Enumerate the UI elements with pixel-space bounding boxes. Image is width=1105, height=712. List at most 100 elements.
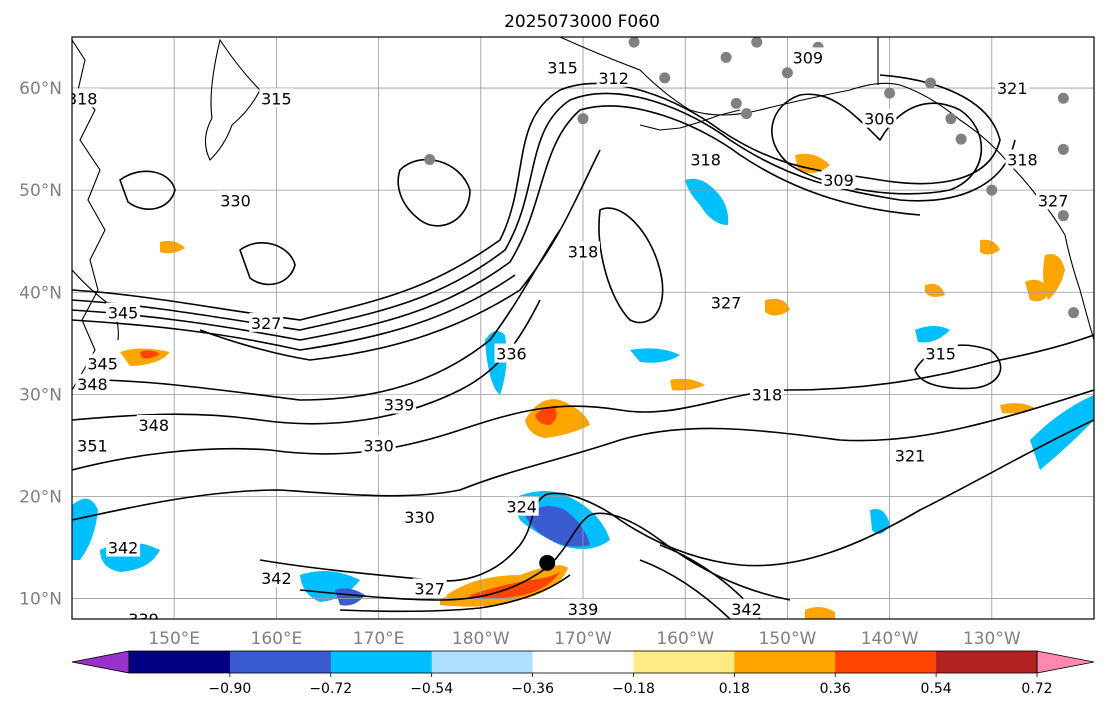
lon-label: 160°W [656, 629, 714, 649]
station-marker [628, 37, 640, 48]
contour-label: 321 [997, 79, 1028, 98]
shade-positive [765, 298, 790, 316]
lat-label: 30°N [19, 385, 62, 405]
contour-label: 327 [414, 579, 445, 598]
contour-label: 312 [598, 69, 629, 88]
contour-label-bg [136, 415, 171, 434]
contour-label-bg [995, 78, 1030, 98]
contour-label: 315 [261, 89, 292, 108]
storm-center-marker [539, 554, 556, 571]
lon-label: 170°E [353, 629, 405, 649]
station-marker [924, 77, 936, 89]
contour-label-bg [382, 394, 417, 414]
longitude-labels: 150°E 160°E 170°E 180°W 170°W 160°W 150°W 140°W… [148, 629, 1021, 649]
contour-label-bg [106, 537, 141, 557]
station-marker [1057, 92, 1069, 104]
station-marker [659, 72, 671, 84]
contour-label: 339 [384, 396, 415, 415]
contour-label: 345 [87, 355, 118, 374]
contour-label: 327 [711, 293, 742, 312]
shade-positive [795, 153, 830, 174]
colorbar-segment [936, 651, 1038, 673]
station-marker [781, 67, 793, 79]
contour-line [598, 207, 664, 324]
contour-label-bg [893, 445, 928, 465]
colorbar-segment [330, 651, 433, 673]
station-marker [1068, 307, 1080, 319]
shade-positive [925, 283, 945, 297]
colorbar-tick-label: −0.90 [208, 681, 251, 697]
colorbar-extend-high [1036, 650, 1095, 674]
contour-label-bg [75, 435, 110, 455]
contour-label: 318 [67, 89, 98, 108]
colorbar [71, 650, 1095, 674]
station-marker [986, 184, 998, 196]
colorbar-segment [129, 651, 231, 673]
contour-label-bg [85, 353, 120, 373]
colorbar-frame [128, 650, 1038, 674]
shade-positive-strong [535, 407, 557, 425]
contour-label: 315 [547, 59, 578, 78]
contour-label-bg [923, 343, 958, 363]
colorbar-tick-label: 0.36 [820, 681, 851, 697]
colorbar-segment [229, 651, 332, 673]
lon-label: 150°W [759, 629, 817, 649]
station-marker [424, 154, 436, 166]
colorbar-tick-labels: −0.90 −0.72 −0.54 −0.36 −0.18 0.18 0.36 0.54 0.7… [208, 673, 1053, 697]
contour-label-bg [1036, 190, 1071, 210]
station-marker [577, 113, 589, 125]
station-markers [424, 37, 1080, 319]
contour-label: 330 [220, 191, 251, 210]
contour-line [119, 170, 176, 210]
colorbar-tick-label: 0.72 [1021, 681, 1052, 697]
contour-line [89, 229, 561, 401]
colorbar-tick-label: −0.18 [612, 681, 655, 697]
contour-label-bg [749, 384, 784, 404]
station-marker [884, 87, 896, 99]
map-frame [71, 36, 1095, 620]
contour-label: 330 [363, 436, 394, 455]
contour-label-bg [126, 609, 161, 619]
colorbar-tick-label: −0.54 [410, 681, 453, 697]
contour-label-bg [218, 190, 253, 210]
contour-label-bg [596, 67, 631, 87]
colorbar-tick-label: 0.54 [921, 681, 952, 697]
contour-label-bg [709, 292, 744, 312]
colorbar-segment [532, 651, 634, 673]
contour-line [72, 105, 921, 341]
colorbar-tick-label: −0.36 [511, 681, 554, 697]
lat-label: 50°N [19, 181, 62, 201]
contour-label-bg [106, 302, 141, 322]
shade-negative-strong [335, 588, 365, 606]
contour-label-bg [1005, 149, 1040, 169]
lat-label: 10°N [19, 590, 62, 610]
colorbar-segment [431, 651, 534, 673]
contour-label-bg [249, 312, 284, 332]
contour-line [72, 92, 1016, 331]
lat-label: 40°N [19, 283, 62, 303]
lat-label: 60°N [19, 79, 62, 99]
contour-label-bg [821, 169, 856, 189]
lon-label: 180°W [452, 629, 510, 649]
contour-label: 339 [128, 610, 159, 629]
figure-title: 2025073000 F060 [504, 12, 660, 32]
coastline-kamchatka [204, 38, 261, 161]
contour-label-bg [494, 343, 529, 363]
contour-label-bg [75, 374, 110, 394]
coastline-north-america [1064, 234, 1094, 341]
shade-positive-strong [140, 350, 160, 359]
contour-label-bg [259, 88, 294, 108]
station-marker [741, 108, 753, 120]
shade-positive [670, 378, 705, 391]
contour-label: 321 [895, 447, 926, 466]
contour-label: 342 [108, 539, 139, 558]
station-marker [945, 113, 957, 125]
colorbar-segment [835, 651, 937, 673]
shade-negative [1030, 395, 1094, 470]
contour-label: 336 [496, 345, 527, 364]
contour-label: 348 [77, 375, 108, 394]
contour-line [72, 334, 1094, 471]
contour-label: 342 [731, 600, 762, 619]
contour-labels: 315 312 309 321 318 315 306 318 309 318 327 330 318 3… [67, 47, 1071, 629]
